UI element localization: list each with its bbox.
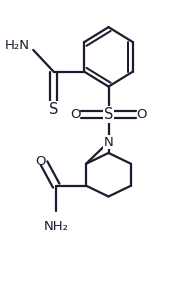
Text: N: N	[104, 136, 113, 148]
Text: O: O	[35, 155, 46, 168]
Text: S: S	[49, 102, 58, 117]
Text: O: O	[70, 108, 80, 121]
Text: H₂N: H₂N	[5, 39, 30, 52]
Text: NH₂: NH₂	[44, 220, 69, 233]
Text: S: S	[104, 107, 113, 122]
Text: O: O	[137, 108, 147, 121]
